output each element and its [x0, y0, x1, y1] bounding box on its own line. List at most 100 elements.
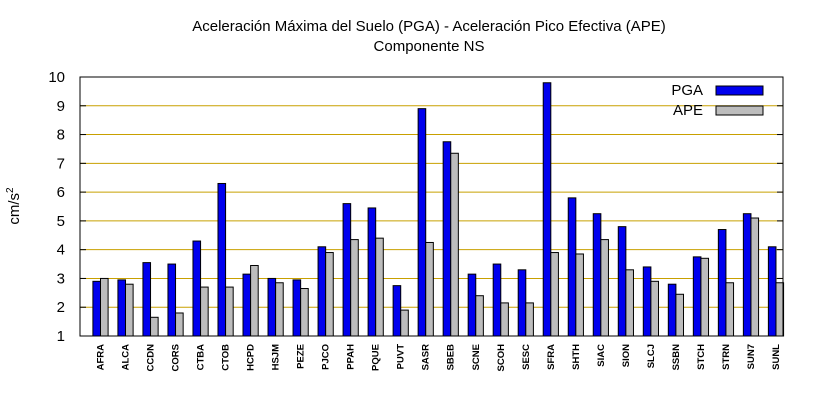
y-tick-label: 5 [57, 213, 65, 230]
bar-pga [242, 273, 252, 337]
x-tick-label: SUN7 [746, 344, 757, 369]
bar-ape [675, 293, 685, 337]
x-tick-label: STRN [721, 344, 732, 370]
x-tick-label: CTBA [196, 344, 207, 371]
y-axis-label: cm/s2 [5, 187, 23, 225]
bar-pga [367, 207, 377, 337]
legend-label: APE [673, 102, 703, 119]
y-tick-label: 9 [57, 98, 65, 115]
bar-pga [642, 266, 652, 337]
bar-pga [692, 256, 702, 337]
bar-pga [567, 197, 577, 337]
bar-pga [142, 262, 152, 337]
bar-pga [542, 82, 552, 337]
bar-pga [442, 141, 452, 337]
y-tick-labels: 1 2 3 4 5 6 7 8 9 10 [48, 69, 65, 345]
bar-ape [375, 237, 384, 337]
bar-pga [167, 263, 177, 337]
bar-ape [525, 302, 534, 337]
legend-label: PGA [671, 82, 703, 99]
bar-pga [467, 273, 477, 337]
x-tick-label: SASR [421, 344, 432, 371]
bar-pga [767, 246, 777, 337]
x-tick-label: AFRA [96, 344, 107, 371]
bars [92, 82, 785, 337]
bar-pga [217, 182, 227, 337]
bar-ape [125, 283, 134, 337]
x-tick-label: SUNL [771, 344, 782, 370]
x-tick-label: SCNE [471, 344, 482, 370]
y-tick-label: 4 [57, 242, 65, 259]
x-tick-label: SHTH [571, 344, 582, 370]
legend-swatch [715, 105, 764, 116]
bar-ape [300, 288, 309, 337]
chart-title: Aceleración Máxima del Suelo (PGA) - Ace… [192, 18, 666, 35]
x-tick-label: PPAH [346, 344, 357, 370]
x-tick-label: PEZE [296, 344, 307, 369]
bar-ape [350, 239, 359, 337]
bar-ape [400, 309, 409, 337]
bar-pga [517, 269, 527, 337]
bar-ape [550, 252, 559, 337]
bar-pga [592, 213, 602, 337]
bar-pga [392, 285, 402, 337]
bar-ape [775, 282, 785, 337]
bar-ape [100, 277, 109, 337]
y-tick-label: 3 [57, 270, 65, 287]
bar-ape [150, 316, 159, 337]
bar-pga [292, 279, 302, 337]
legend-swatch [715, 85, 764, 96]
y-tick-label: 2 [57, 299, 65, 316]
bar-pga [617, 226, 627, 337]
x-tick-label: PQUE [371, 344, 382, 371]
x-tick-label: PJCO [321, 344, 332, 370]
bar-ape [725, 282, 735, 337]
x-tick-label: SBEB [446, 344, 457, 371]
x-tick-label: SSBN [671, 344, 682, 371]
bar-ape [575, 253, 584, 337]
bar-pga [492, 263, 502, 337]
x-tick-label: STCH [696, 344, 707, 370]
x-tick-label: HCPD [246, 344, 257, 371]
chart-subtitle: Componente NS [374, 38, 485, 55]
bar-ape [700, 257, 710, 337]
bar-ape [750, 217, 760, 337]
bar-pga [117, 279, 127, 337]
x-tick-label: CCDN [146, 344, 157, 372]
bar-ape [175, 312, 184, 337]
x-tick-label: ALCA [121, 344, 132, 371]
bar-ape [450, 152, 459, 337]
x-tick-labels: AFRA ALCA CCDN CORS CTBA CTOB HCPD HSJM PEZE PJCO… [96, 344, 782, 372]
bar-ape [225, 286, 234, 337]
x-tick-label: SESC [521, 344, 532, 370]
bar-ape [475, 295, 484, 337]
bar-pga [192, 240, 202, 337]
bar-pga [267, 277, 277, 337]
plot-frame [79, 76, 784, 337]
x-tick-label: SIAC [596, 344, 607, 367]
bar-ape [500, 302, 509, 337]
bar-pga [317, 246, 327, 337]
x-tick-label: HSJM [271, 344, 282, 370]
y-tick-label: 7 [57, 155, 65, 172]
bar-ape [600, 239, 609, 337]
bar-pga [717, 229, 727, 337]
bar-ape [625, 269, 634, 337]
y-tick-label: 1 [57, 328, 65, 345]
x-tick-label: SFRA [546, 344, 557, 370]
y-tick-label: 8 [57, 127, 65, 144]
x-tick-label: SCOH [496, 344, 507, 372]
x-tick-label: SLCJ [646, 344, 657, 368]
bar-pga [417, 108, 427, 337]
bar-ape [275, 282, 284, 337]
bar-ape [250, 264, 259, 337]
x-tick-label: CTOB [221, 344, 232, 371]
x-tick-label: SION [621, 344, 632, 367]
bar-pga [667, 283, 677, 337]
bar-pga [342, 203, 352, 337]
legend: PGA APE [671, 82, 764, 119]
y-tick-label: 10 [48, 69, 65, 86]
x-tick-label: PUVT [396, 344, 407, 370]
bar-ape [425, 241, 434, 337]
